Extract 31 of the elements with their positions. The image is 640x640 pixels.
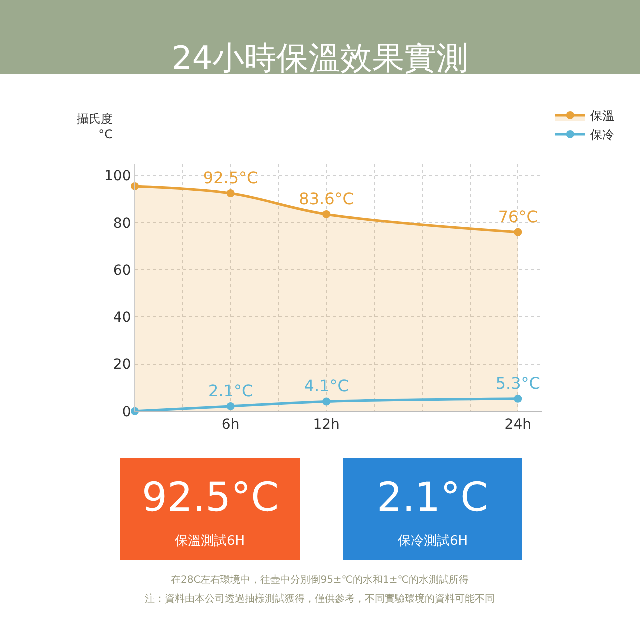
y-axis-title: 攝氏度 °C [77,112,113,142]
point [322,398,331,406]
text: 保溫測試6H [175,534,246,549]
x-tick-label: 6h [222,417,240,434]
data-label: 5.3°C [496,374,540,393]
text: 2.1°C [377,475,489,521]
chart-title: 24小時保溫效果實測 [172,39,469,77]
text: 在28C左右環境中，往壺中分別倒95±℃的水和1±℃的水測試所得 [171,574,470,586]
point [226,190,235,198]
legend-label: 保溫 [590,109,614,124]
point [514,394,522,403]
y-tick-label: 100 [104,168,132,185]
y-tick-label: 60 [113,262,132,279]
y-tick-label: 80 [113,216,132,232]
point [322,210,331,218]
data-label: 2.1°C [208,381,254,400]
point [226,402,235,410]
data-label: 76°C [498,207,538,226]
legend-label: 保冷 [590,128,614,142]
text: 保冷測試6H [398,534,468,549]
point [514,228,522,236]
data-label: 4.1°C [304,376,349,396]
y-tick-label: 20 [113,357,132,374]
x-tick-label: 24h [504,417,532,434]
text: 注：資料由本公司透過抽樣測試獲得，僅供參考，不同實驗環境的資料可能不同 [145,593,495,605]
y-tick-label: 40 [113,310,132,326]
x-tick-label: 12h [313,417,340,434]
text: 92.5°C [142,475,279,521]
data-label: 92.5°C [203,168,258,188]
data-label: 83.6°C [299,189,354,208]
y-tick-label: 0 [122,404,132,420]
